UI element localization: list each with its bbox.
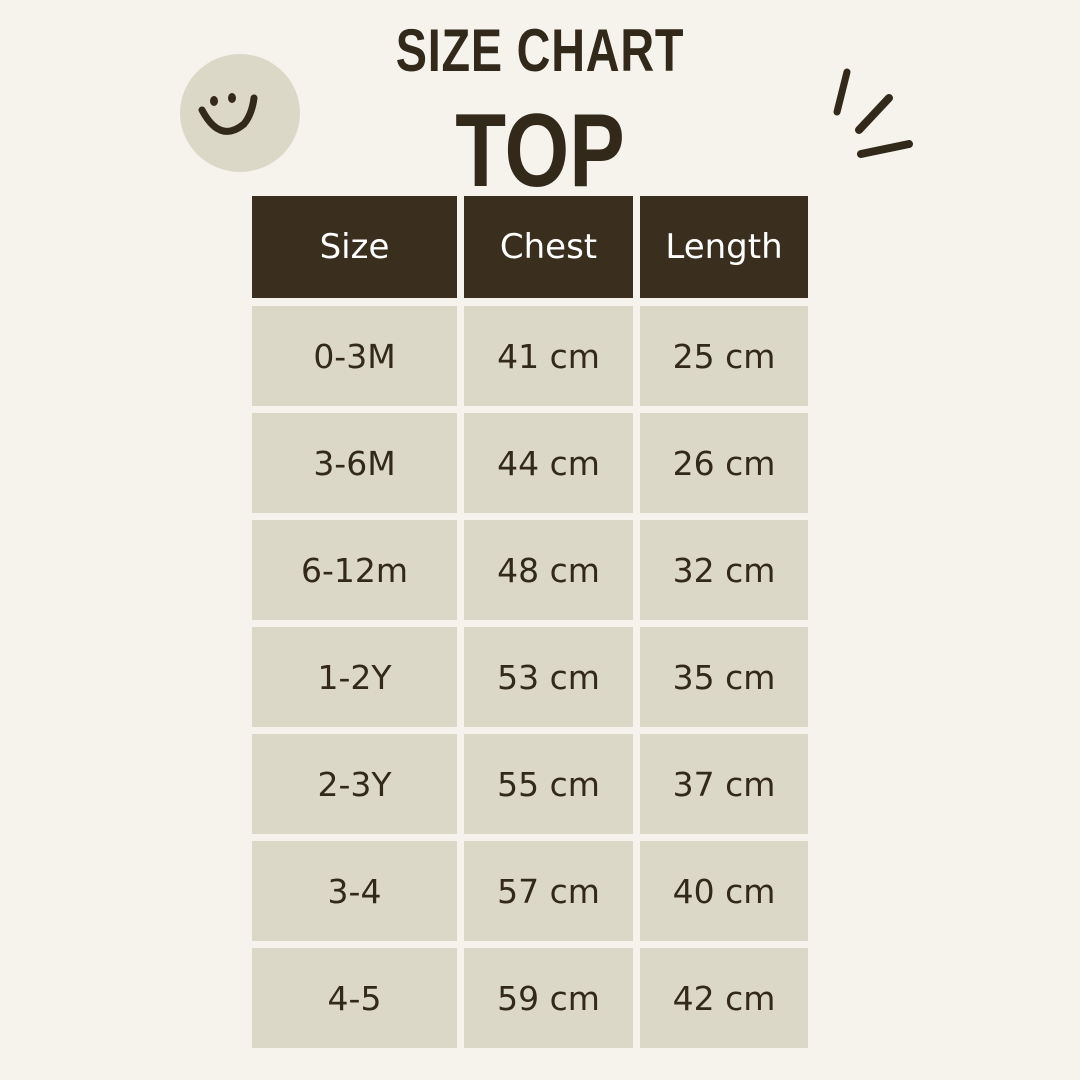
header-length: Length: [640, 196, 808, 298]
cell-chest: 57 cm: [464, 841, 633, 941]
cell-length: 35 cm: [640, 627, 808, 727]
cell-size: 2-3Y: [252, 734, 457, 834]
cell-chest: 53 cm: [464, 627, 633, 727]
cell-chest: 48 cm: [464, 520, 633, 620]
page-title: SIZE CHART: [395, 17, 685, 84]
cell-chest: 59 cm: [464, 948, 633, 1048]
cell-length: 25 cm: [640, 306, 808, 406]
smiley-face-icon: [180, 54, 300, 172]
header-size: Size: [252, 196, 457, 298]
cell-size: 3-4: [252, 841, 457, 941]
cell-length: 32 cm: [640, 520, 808, 620]
cell-size: 3-6M: [252, 413, 457, 513]
cell-size: 0-3M: [252, 306, 457, 406]
cell-size: 1-2Y: [252, 627, 457, 727]
cell-length: 40 cm: [640, 841, 808, 941]
cell-chest: 55 cm: [464, 734, 633, 834]
header-chest: Chest: [464, 196, 633, 298]
page-subtitle: TOP: [455, 93, 625, 209]
cell-size: 6-12m: [252, 520, 457, 620]
sparkle-lines-icon: [833, 68, 913, 158]
cell-length: 26 cm: [640, 413, 808, 513]
cell-chest: 41 cm: [464, 306, 633, 406]
cell-length: 42 cm: [640, 948, 808, 1048]
cell-chest: 44 cm: [464, 413, 633, 513]
cell-size: 4-5: [252, 948, 457, 1048]
cell-length: 37 cm: [640, 734, 808, 834]
